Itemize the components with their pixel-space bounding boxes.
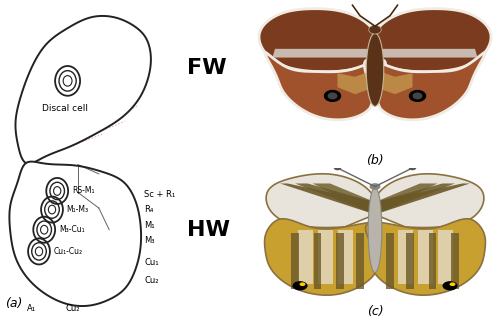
- Polygon shape: [374, 174, 484, 227]
- Polygon shape: [16, 16, 151, 164]
- Polygon shape: [338, 230, 352, 284]
- Circle shape: [328, 92, 338, 99]
- Polygon shape: [298, 230, 312, 284]
- Circle shape: [370, 183, 380, 190]
- Polygon shape: [364, 52, 486, 120]
- Circle shape: [409, 166, 416, 170]
- Polygon shape: [318, 230, 332, 284]
- Circle shape: [409, 90, 426, 102]
- Text: RS-M₁: RS-M₁: [72, 186, 94, 195]
- Text: Sc + R₁: Sc + R₁: [144, 190, 176, 199]
- Ellipse shape: [368, 187, 382, 273]
- Polygon shape: [375, 70, 412, 94]
- Circle shape: [334, 166, 341, 170]
- Circle shape: [324, 90, 341, 102]
- Polygon shape: [272, 49, 375, 57]
- Polygon shape: [259, 9, 376, 72]
- Circle shape: [292, 281, 308, 290]
- Text: M₃-Cu₁: M₃-Cu₁: [59, 225, 84, 234]
- Polygon shape: [429, 233, 436, 289]
- Polygon shape: [10, 162, 141, 306]
- Circle shape: [412, 92, 422, 99]
- Polygon shape: [386, 233, 394, 289]
- Text: Cu₁-Cu₂: Cu₁-Cu₂: [54, 247, 82, 256]
- Polygon shape: [314, 233, 321, 289]
- Text: Cu₂: Cu₂: [144, 276, 159, 286]
- Polygon shape: [338, 70, 375, 94]
- Polygon shape: [356, 233, 364, 289]
- Polygon shape: [375, 49, 478, 57]
- Polygon shape: [418, 230, 432, 284]
- Circle shape: [442, 281, 458, 290]
- Text: FW: FW: [187, 58, 227, 78]
- Circle shape: [450, 282, 456, 286]
- Text: (a): (a): [5, 297, 22, 310]
- Polygon shape: [336, 233, 344, 289]
- Text: HW: HW: [187, 220, 230, 240]
- Text: Cu₁: Cu₁: [144, 258, 159, 267]
- Text: M₃: M₃: [144, 236, 155, 245]
- Polygon shape: [264, 219, 384, 295]
- Polygon shape: [398, 230, 412, 284]
- Polygon shape: [266, 174, 376, 227]
- Text: A₁: A₁: [26, 304, 36, 313]
- Polygon shape: [375, 183, 438, 214]
- Polygon shape: [280, 183, 375, 214]
- Text: (c): (c): [366, 305, 384, 318]
- Polygon shape: [295, 183, 375, 214]
- Polygon shape: [291, 233, 299, 289]
- Polygon shape: [374, 9, 491, 72]
- Text: M₁-M₃: M₁-M₃: [66, 205, 88, 214]
- Polygon shape: [366, 219, 486, 295]
- Text: M₁: M₁: [144, 221, 155, 230]
- Polygon shape: [312, 183, 375, 214]
- Text: (b): (b): [366, 154, 384, 167]
- Text: Cu₂: Cu₂: [66, 304, 80, 313]
- Polygon shape: [375, 183, 455, 214]
- Polygon shape: [406, 233, 414, 289]
- Circle shape: [369, 25, 382, 34]
- Text: Discal cell: Discal cell: [42, 104, 88, 113]
- Polygon shape: [438, 230, 452, 284]
- Ellipse shape: [366, 33, 384, 106]
- Polygon shape: [451, 233, 459, 289]
- Text: R₄: R₄: [144, 205, 154, 214]
- Polygon shape: [264, 52, 386, 120]
- Circle shape: [300, 282, 306, 286]
- Polygon shape: [375, 183, 470, 214]
